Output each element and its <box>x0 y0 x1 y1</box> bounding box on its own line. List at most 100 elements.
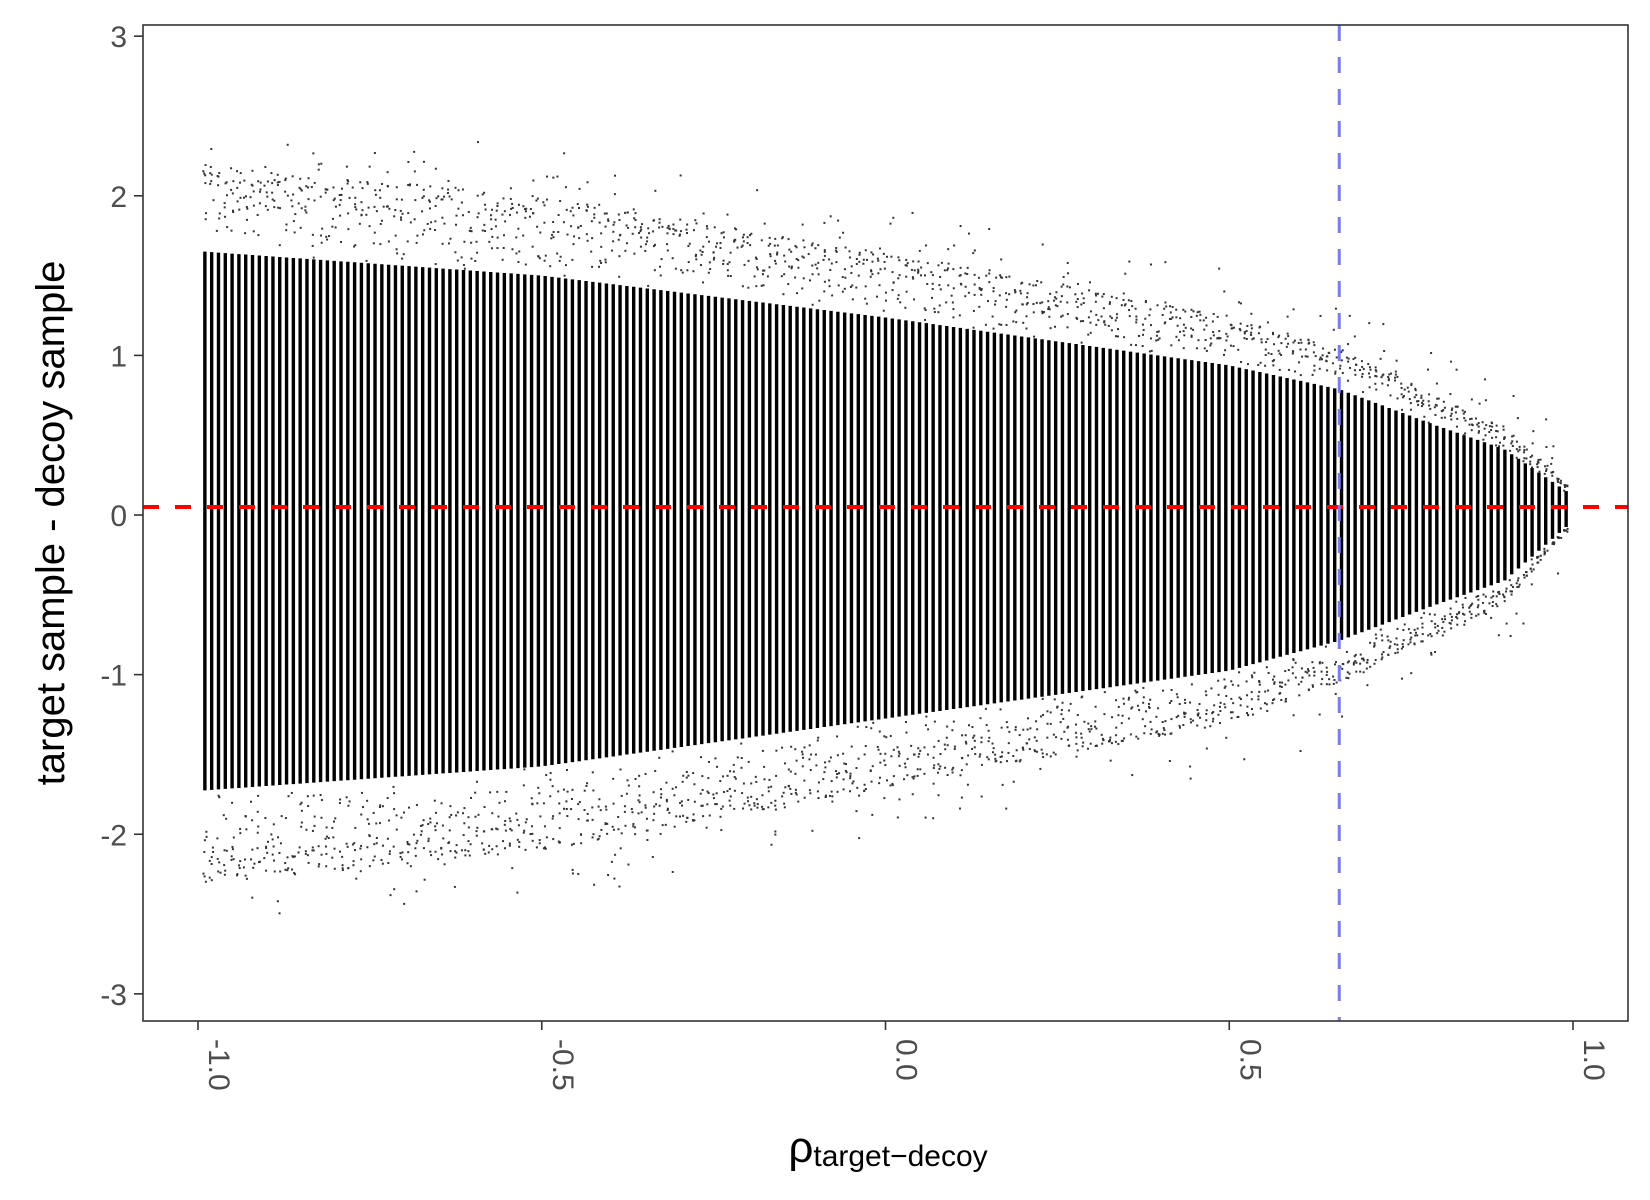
scatter-point <box>668 227 671 230</box>
scatter-point <box>203 875 206 878</box>
scatter-point <box>286 856 289 859</box>
scatter-point <box>794 245 797 248</box>
scatter-point <box>797 800 800 803</box>
scatter-point <box>1379 628 1382 631</box>
scatter-point <box>991 751 994 754</box>
scatter-point <box>401 212 404 215</box>
scatter-point <box>1347 660 1350 663</box>
scatter-point <box>1252 337 1255 340</box>
scatter-point <box>1307 669 1310 672</box>
scatter-point <box>1075 736 1078 739</box>
scatter-point <box>1025 303 1028 306</box>
scatter-point <box>830 262 833 265</box>
scatter-point <box>1245 330 1248 333</box>
scatter-point <box>334 817 337 820</box>
scatter-point <box>461 188 464 191</box>
scatter-point <box>368 165 371 168</box>
scatter-point <box>1360 657 1363 660</box>
scatter-point <box>965 742 968 745</box>
scatter-point <box>572 243 575 246</box>
scatter-point <box>835 246 838 249</box>
scatter-point <box>1287 679 1290 682</box>
scatter-point <box>1117 743 1120 746</box>
scatter-point <box>722 259 725 262</box>
scatter-point <box>1238 671 1241 674</box>
scatter-point <box>545 175 548 178</box>
scatter-point <box>1373 642 1376 645</box>
scatter-point <box>243 858 246 861</box>
scatter-point <box>1406 386 1409 389</box>
scatter-point <box>1328 683 1331 686</box>
scatter-point <box>1021 747 1024 750</box>
scatter-point <box>332 186 335 189</box>
scatter-point <box>750 808 753 811</box>
scatter-point <box>381 805 384 808</box>
scatter-point <box>244 232 247 235</box>
scatter-point <box>664 823 667 826</box>
scatter-point <box>449 850 452 853</box>
scatter-point <box>611 825 614 828</box>
scatter-point <box>591 771 594 774</box>
scatter-point <box>300 801 303 804</box>
scatter-point <box>1491 436 1494 439</box>
scatter-point <box>1122 292 1125 295</box>
scatter-point <box>801 750 804 753</box>
scatter-point <box>1450 408 1453 411</box>
scatter-point <box>879 752 882 755</box>
scatter-point <box>1369 368 1372 371</box>
scatter-point <box>1470 613 1473 616</box>
scatter-point <box>1294 370 1297 373</box>
scatter-point <box>1150 728 1153 731</box>
scatter-point <box>1022 321 1025 324</box>
scatter-point <box>422 195 425 198</box>
scatter-point <box>1386 635 1389 638</box>
scatter-point <box>1468 606 1471 609</box>
scatter-point <box>1054 753 1057 756</box>
scatter-point <box>1203 347 1206 350</box>
scatter-point <box>1246 712 1249 715</box>
scatter-point <box>426 222 429 225</box>
scatter-point <box>1462 412 1465 415</box>
scatter-point <box>1339 367 1342 370</box>
scatter-point <box>1483 611 1486 614</box>
scatter-point <box>339 199 342 202</box>
scatter-point <box>1090 725 1093 728</box>
scatter-point <box>428 207 431 210</box>
scatter-point <box>279 870 282 873</box>
scatter-point <box>612 828 615 831</box>
scatter-point <box>755 780 758 783</box>
scatter-point <box>1141 345 1144 348</box>
scatter-point <box>1075 316 1078 319</box>
scatter-point <box>714 757 717 760</box>
scatter-point <box>496 853 499 856</box>
scatter-point <box>443 863 446 866</box>
scatter-point <box>293 231 296 234</box>
scatter-point <box>453 885 456 888</box>
scatter-point <box>1409 402 1412 405</box>
scatter-point <box>1066 738 1069 741</box>
scatter-point <box>1331 362 1334 365</box>
scatter-point <box>966 266 969 269</box>
scatter-point <box>1026 301 1029 304</box>
scatter-point <box>1491 422 1494 425</box>
scatter-point <box>1196 724 1199 727</box>
scatter-point <box>632 825 635 828</box>
scatter-point <box>502 246 505 249</box>
scatter-point <box>1198 703 1201 706</box>
scatter-point <box>1122 298 1125 301</box>
scatter-point <box>917 271 920 274</box>
scatter-point <box>509 187 512 190</box>
scatter-point <box>1284 337 1287 340</box>
scatter-point <box>1449 360 1452 363</box>
scatter-point <box>1387 653 1390 656</box>
scatter-point <box>973 283 976 286</box>
scatter-point <box>944 748 947 751</box>
scatter-point <box>286 143 289 146</box>
scatter-point <box>250 800 252 803</box>
scatter-point <box>701 250 704 253</box>
scatter-point <box>1060 737 1063 740</box>
scatter-point <box>538 839 541 842</box>
scatter-point <box>1000 755 1003 758</box>
scatter-point <box>354 196 357 199</box>
